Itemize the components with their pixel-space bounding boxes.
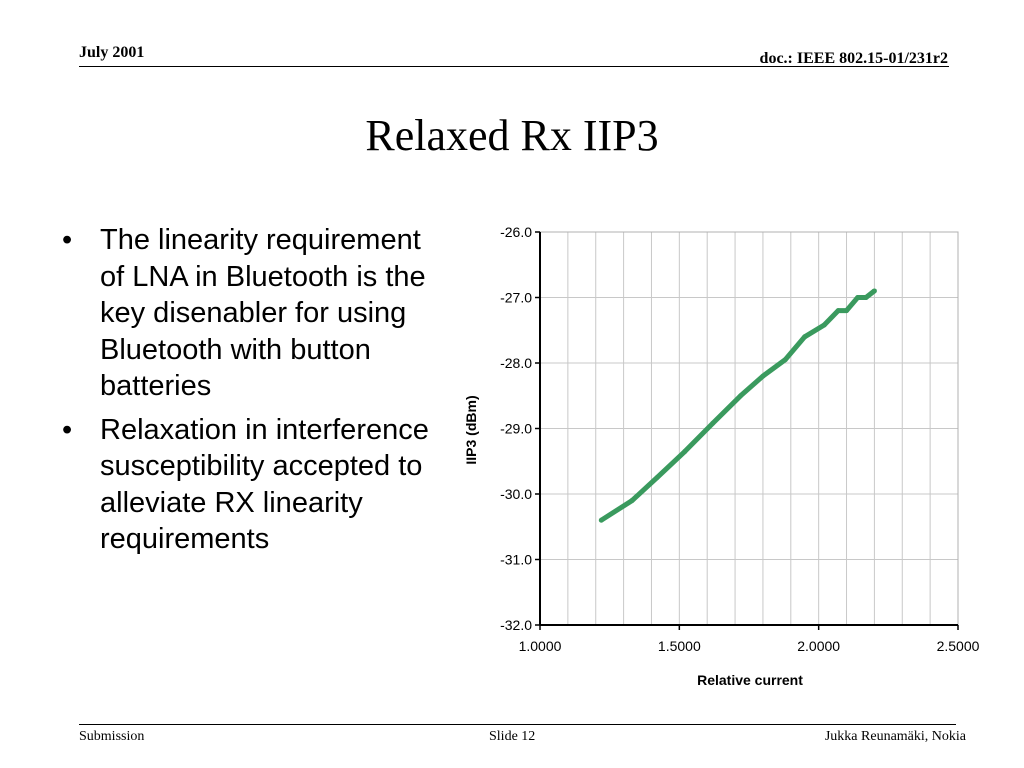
y-tick-label: -27.0 [500,290,532,306]
series-line-iip3 [599,288,876,523]
y-tick-label: -28.0 [500,355,532,371]
chart-axes [535,231,959,630]
x-tick-label: 1.0000 [519,638,562,654]
bullet-list: • The linearity requirement of LNA in Bl… [58,222,443,565]
series-point [629,498,635,504]
y-tick-labels: -26.0 -27.0 -28.0 -29.0 -30.0 -31.0 -32.0 [500,224,532,633]
series-point [802,334,808,340]
bullet-dot-icon: • [62,413,73,446]
y-tick-label: -26.0 [500,224,532,240]
series-point [682,448,688,454]
y-tick-label: -32.0 [500,617,532,633]
footer-author: Jukka Reunamäki, Nokia [824,729,966,744]
header-date: July 2001 [79,44,145,61]
series-point [760,373,766,379]
iip3-line-chart: -26.0 -27.0 -28.0 -29.0 -30.0 -31.0 -32.0 1.00… [463,224,980,688]
y-tick-label: -31.0 [500,552,532,568]
series-point [782,357,788,363]
y-tick-label: -30.0 [500,486,532,502]
slide-title: Relaxed Rx IIP3 [365,111,659,160]
footer-slide-number: Slide 12 [489,729,536,744]
chart-series [598,288,877,523]
bullet-text: Relaxation in interference susceptibilit… [100,413,429,556]
footer-submission: Submission [79,729,145,744]
y-tick-label: -29.0 [500,421,532,437]
bullet-item: • The linearity requirement of LNA in Bl… [58,222,443,405]
series-point [835,308,841,314]
y-axis-label: IIP3 (dBm) [463,395,479,464]
series-point [654,475,660,481]
series-point [821,322,827,328]
series-point [871,288,877,294]
x-tick-label: 1.5000 [658,638,701,654]
series-point [738,393,744,399]
x-tick-labels: 1.0000 1.5000 2.0000 2.5000 [519,638,980,654]
x-tick-label: 2.5000 [937,638,980,654]
series-point [710,420,716,426]
chart-grid [540,231,958,626]
series-point [844,308,850,314]
series-point [863,295,869,300]
footer-divider [79,724,956,725]
series-point [598,517,604,523]
bullet-dot-icon: • [62,224,73,256]
x-tick-label: 2.0000 [797,638,840,654]
bullet-text: The linearity requirement of LNA in Blue… [100,224,426,402]
header-doc-id: doc.: IEEE 802.15-01/231r2 [759,50,948,67]
header-divider [79,66,949,67]
bullet-item: • Relaxation in interference susceptibil… [58,412,443,558]
series-point [855,295,861,300]
x-axis-label: Relative current [697,672,803,688]
